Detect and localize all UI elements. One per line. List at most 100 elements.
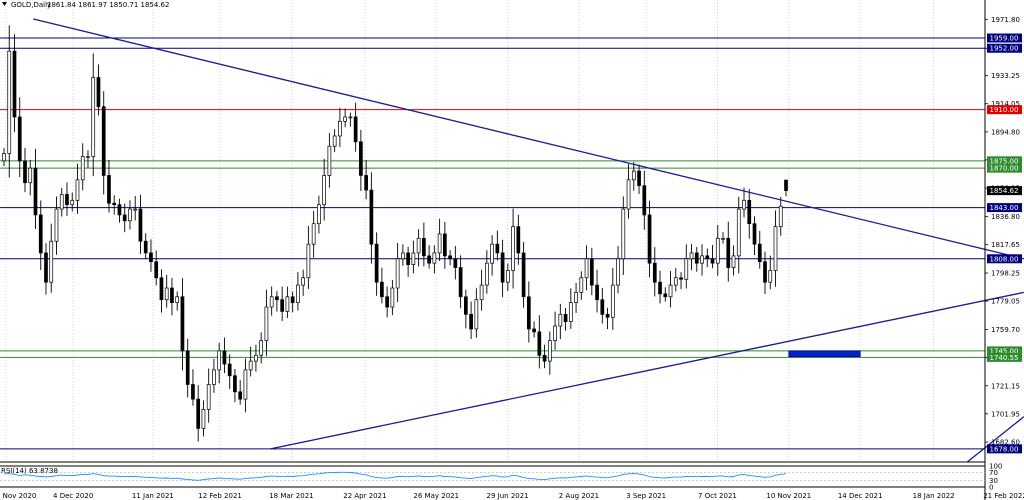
candle-body	[332, 135, 337, 147]
candle-body	[532, 328, 536, 333]
candle-body	[778, 205, 783, 227]
x-tick-label: 21 Feb 2022	[983, 492, 1024, 500]
candle-body	[516, 226, 521, 254]
candle-body	[107, 175, 111, 204]
candle-body	[285, 296, 290, 312]
candle-body	[175, 296, 180, 303]
candlestick-series	[2, 25, 788, 442]
price-axis: 1971.80 1952.00 1933.25 1914.05 1894.80 1875.…	[985, 16, 1020, 447]
x-tick-label: 22 Apr 2021	[343, 492, 386, 500]
candle-body	[747, 199, 752, 225]
x-tick-label: 4 Dec 2020	[53, 492, 93, 500]
candle-body	[647, 214, 652, 264]
candle-body	[526, 296, 531, 330]
candle-body	[694, 252, 699, 264]
upper-resistance-trendline[interactable]	[33, 18, 1024, 260]
candle-body	[128, 208, 132, 222]
price-level-tag-label: 1678.00	[990, 445, 1019, 453]
y-tick-label: 1933.25	[991, 72, 1020, 80]
candle-body	[700, 255, 704, 264]
new-rising-trendline[interactable]	[966, 416, 1024, 463]
candle-body	[138, 208, 143, 242]
candle-body	[448, 255, 452, 260]
candle-body	[343, 116, 347, 122]
candle-body	[75, 179, 80, 201]
candle-body	[338, 120, 342, 137]
candle-body	[705, 255, 710, 260]
candle-body	[484, 262, 489, 286]
candle-body	[773, 226, 778, 271]
candle-body	[222, 350, 227, 365]
candle-body	[427, 255, 431, 264]
x-tick-label: 3 Sep 2021	[626, 492, 666, 500]
candle-body	[401, 252, 405, 260]
candle-body	[254, 354, 258, 362]
price-level-tag	[987, 352, 1022, 362]
candle-body	[422, 237, 426, 257]
y-tick-label: 1721.15	[991, 382, 1020, 390]
candle-body	[243, 369, 248, 400]
candle-body	[49, 240, 54, 283]
y-tick-label: 1971.80	[991, 16, 1020, 24]
price-level-tag-label: 1745.00	[990, 347, 1019, 355]
candle-body	[369, 189, 374, 245]
rsi-scale-label: 70	[989, 469, 998, 477]
axis-frame	[0, 0, 986, 500]
candle-body	[726, 237, 731, 268]
candle-body	[684, 258, 689, 280]
support-zone[interactable]	[788, 350, 861, 358]
candle-body	[54, 208, 59, 242]
x-tick-label: 11 Jan 2021	[132, 492, 174, 500]
lower-support-trendline[interactable]	[270, 291, 1024, 450]
candle-body	[196, 398, 201, 429]
candle-body	[752, 223, 757, 245]
candle-body	[80, 156, 85, 181]
candle-body	[505, 270, 510, 283]
candle-body	[757, 243, 762, 263]
price-level-tag-label: 1875.00	[990, 157, 1019, 165]
candle-body	[768, 270, 773, 283]
candle-body	[112, 202, 117, 206]
candle-body	[327, 145, 332, 176]
candle-body	[689, 252, 694, 260]
price-level-lines	[0, 37, 985, 450]
candle-body	[248, 360, 253, 371]
x-tick-label: 7 Oct 2021	[698, 492, 737, 500]
candle-body	[610, 284, 615, 318]
price-level-tag-label: 1959.00	[990, 35, 1019, 43]
candle-body	[521, 252, 526, 298]
candle-body	[721, 237, 725, 240]
candle-body	[474, 299, 479, 330]
y-tick-label: 1817.65	[991, 241, 1020, 249]
support-zone-layer[interactable]	[788, 350, 861, 358]
price-level-tag-label: 1808.00	[990, 255, 1019, 263]
candle-body	[553, 325, 557, 342]
candle-body	[70, 199, 75, 206]
candle-body	[122, 214, 127, 222]
chart-header: GOLD,Daily 1861.84 1861.97 1850.71 1854.…	[2, 1, 169, 9]
candle-body	[275, 296, 279, 301]
candle-body	[605, 313, 610, 318]
candle-body	[600, 299, 605, 315]
candle-body	[306, 243, 311, 279]
grid	[5, 0, 935, 462]
y-tick-label: 1914.05	[991, 100, 1020, 108]
candle-body	[443, 233, 447, 257]
candle-body	[311, 223, 316, 245]
candle-body	[101, 106, 106, 176]
x-tick-label: 18 Mar 2021	[269, 492, 313, 500]
candle-body	[12, 50, 17, 118]
candle-body	[736, 208, 741, 257]
price-level-tag-label: 1910.00	[990, 106, 1019, 114]
candle-body	[301, 277, 306, 286]
candle-body	[180, 296, 185, 352]
candle-body	[86, 156, 90, 158]
candle-body	[348, 116, 353, 119]
triangle-down-icon[interactable]	[2, 2, 7, 6]
trendlines[interactable]	[33, 18, 1024, 463]
price-level-tag	[987, 33, 1022, 43]
candle-body	[584, 258, 589, 279]
candle-body	[374, 243, 379, 283]
